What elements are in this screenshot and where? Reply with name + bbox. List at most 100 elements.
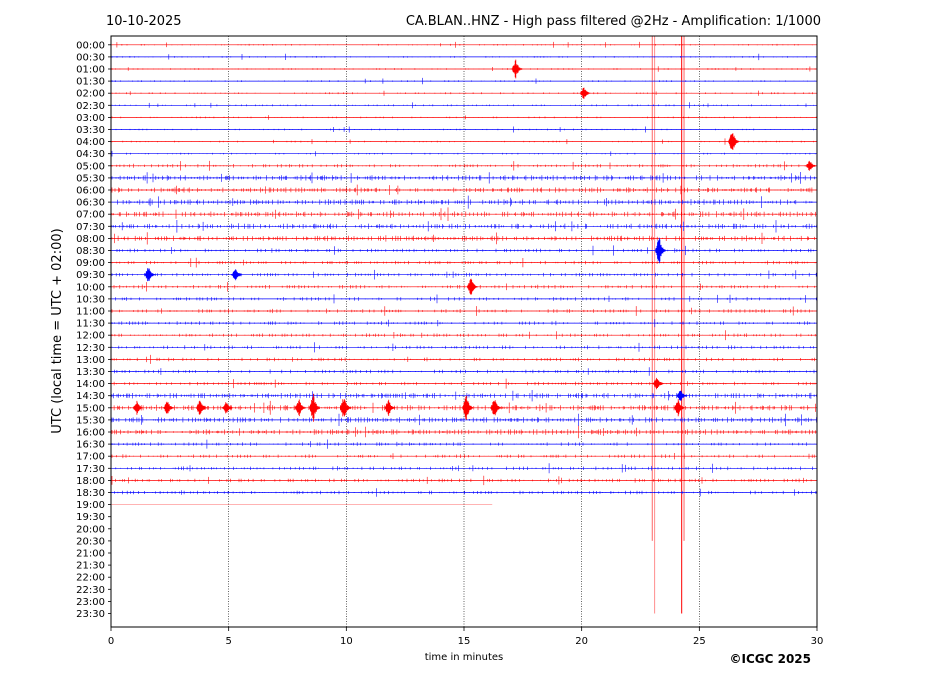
y-tick-label: 20:00 [76,524,105,535]
y-tick-label: 21:30 [76,561,105,572]
trace-1000 [111,282,817,292]
trace-noise [111,115,817,120]
y-tick-label: 14:30 [76,391,105,402]
y-tick-label: 06:00 [76,186,105,197]
event-burst-0930-1.6 [144,268,156,282]
y-tick-label: 09:00 [76,258,105,269]
y-tick-label: 02:30 [76,101,105,112]
x-tick-label: 0 [108,636,114,647]
trace-noise [111,269,817,280]
trace-noise [111,425,816,439]
x-tick-label: 10 [340,636,353,647]
y-tick-label: 12:00 [76,331,105,342]
trace-1330 [111,367,817,376]
trace-0000 [111,41,817,48]
y-tick-label: 08:30 [76,246,105,257]
trace-noise [111,207,816,221]
x-tick-label: 30 [811,636,824,647]
trace-0130 [111,77,817,85]
trace-1830 [111,488,817,497]
trace-noise [111,463,817,474]
y-tick-label: 23:30 [76,609,105,620]
y-tick-label: 12:30 [76,343,105,354]
y-tick-label: 18:30 [76,488,105,499]
y-tick-label: 00:30 [76,52,105,63]
trace-noise [111,342,818,353]
event-burst-0930-5.3 [231,269,243,281]
y-tick-label: 22:30 [76,585,105,596]
x-tick-label: 15 [458,636,471,647]
trace-noise [111,195,818,209]
trace-noise [111,453,815,460]
event-burst-1500-8.6 [309,393,320,422]
y-tick-label: 04:30 [76,149,105,160]
trace-1230 [111,342,818,353]
trace-1200 [111,330,817,341]
trace-1800 [111,475,817,486]
event-burst-1000-15.3 [467,278,478,295]
y-tick-label: 20:30 [76,536,105,547]
y-tick-label: 23:00 [76,597,105,608]
trace-1530 [111,413,817,427]
trace-1030 [111,294,817,304]
y-tick-label: 16:30 [76,440,105,451]
y-tick-label: 02:00 [76,89,105,100]
trace-0030 [111,53,817,61]
trace-0900 [111,257,817,268]
trace-noise [111,102,814,109]
event-burst-0500-29.7 [805,160,817,171]
event-burst-1500-16.3 [490,400,501,416]
trace-noise [111,367,817,376]
trace-0430 [111,150,817,157]
event-burst-1500-1.1 [132,400,144,415]
y-tick-label: 05:30 [76,173,105,184]
trace-0630 [111,195,818,209]
trace-0500 [111,160,818,171]
event-burst-1500-9.9 [340,399,351,417]
trace-1600 [111,425,817,439]
x-tick-label: 5 [225,636,231,647]
trace-1630 [111,439,817,449]
trace-0230 [111,102,817,109]
y-tick-label: 01:00 [76,65,105,76]
x-tick-label: 25 [693,636,706,647]
trace-noise [111,232,815,245]
trace-0100 [111,66,817,72]
y-tick-label: 17:00 [76,452,105,463]
event-burst-1430-24.2 [676,390,687,401]
y-tick-label: 11:30 [76,319,105,330]
y-tick-label: 06:30 [76,198,105,209]
copyright-label: ©ICGC 2025 [729,652,811,666]
trace-noise [111,184,817,196]
y-tick-label: 15:00 [76,403,105,414]
y-tick-label: 19:30 [76,512,105,523]
trace-noise [111,488,817,497]
trace-noise [111,319,815,328]
trace-noise [111,390,817,402]
chart-title: CA.BLAN..HNZ - High pass filtered @2Hz -… [406,14,821,29]
vertical-gridlines [228,36,700,627]
trace-noise [111,160,818,171]
y-tick-label: 07:30 [76,222,105,233]
trace-noise [111,294,817,304]
x-tick-label: 20 [575,636,588,647]
trace-noise [111,413,817,427]
trace-0530 [111,172,817,184]
event-burst-0200-20.1 [580,87,591,99]
trace-noise [111,172,815,184]
trace-0330 [111,126,817,133]
y-tick-label: 03:00 [76,113,105,124]
y-tick-label: 07:00 [76,210,105,221]
event-burst-0830-23.3 [655,237,666,264]
trace-1100 [111,306,817,316]
y-tick-label: 00:00 [76,40,105,51]
event-burst-1500-24.1 [674,399,685,417]
y-tick-label: 15:30 [76,415,105,426]
trace-noise [111,330,816,341]
trace-1730 [111,463,817,474]
y-tick-label: 01:30 [76,77,105,88]
y-tick-label: 03:30 [76,125,105,136]
